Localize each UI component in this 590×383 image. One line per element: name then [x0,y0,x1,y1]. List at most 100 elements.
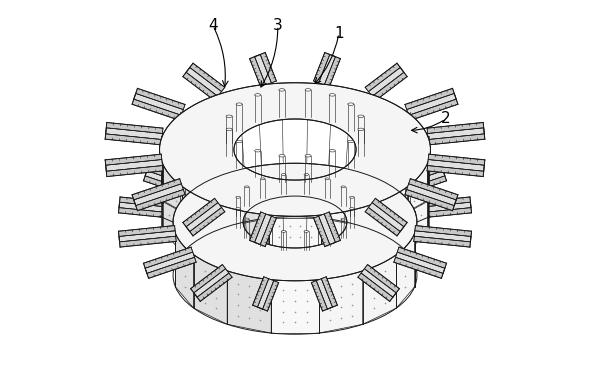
Polygon shape [405,88,454,110]
Polygon shape [363,173,396,243]
Text: 4: 4 [208,18,218,33]
Polygon shape [136,190,185,211]
Polygon shape [145,171,195,192]
Polygon shape [409,99,458,120]
Polygon shape [147,257,196,278]
Ellipse shape [358,115,364,118]
Polygon shape [397,247,447,268]
Polygon shape [368,67,404,97]
Polygon shape [316,135,333,165]
Polygon shape [175,189,194,264]
Polygon shape [268,84,322,151]
Polygon shape [372,198,407,227]
Ellipse shape [255,149,261,152]
Polygon shape [405,190,454,211]
Polygon shape [191,151,225,180]
Polygon shape [414,236,470,247]
Polygon shape [253,137,268,167]
Ellipse shape [226,128,232,131]
Ellipse shape [234,119,356,180]
Polygon shape [271,164,319,218]
Polygon shape [271,280,319,333]
Polygon shape [415,208,471,218]
Ellipse shape [329,94,335,96]
Polygon shape [119,226,175,236]
Polygon shape [395,252,445,273]
Polygon shape [408,113,428,203]
Ellipse shape [279,88,285,91]
Polygon shape [194,173,227,243]
Ellipse shape [281,173,286,175]
Polygon shape [358,273,393,301]
Polygon shape [175,234,194,308]
Polygon shape [324,212,340,242]
Polygon shape [322,277,337,307]
Polygon shape [120,236,176,247]
Polygon shape [319,164,363,227]
Polygon shape [219,84,268,161]
Ellipse shape [244,218,249,220]
Ellipse shape [341,186,346,188]
Polygon shape [106,123,163,133]
Ellipse shape [281,231,286,232]
Polygon shape [415,226,471,236]
Polygon shape [182,187,219,272]
Polygon shape [312,133,327,164]
Polygon shape [106,165,163,177]
Polygon shape [106,128,162,139]
Polygon shape [414,197,470,208]
Polygon shape [132,179,181,200]
Polygon shape [120,197,176,208]
Ellipse shape [325,226,330,228]
Polygon shape [268,215,322,282]
Polygon shape [314,52,330,83]
Ellipse shape [236,103,242,105]
Ellipse shape [329,149,335,152]
PathPatch shape [159,83,431,216]
Polygon shape [143,247,193,268]
Ellipse shape [358,128,364,131]
Text: 1: 1 [334,26,344,41]
Polygon shape [428,159,484,171]
Polygon shape [162,162,182,254]
Polygon shape [254,214,271,245]
Polygon shape [119,202,176,213]
Polygon shape [365,151,399,180]
Polygon shape [119,231,176,242]
Ellipse shape [260,226,265,228]
Ellipse shape [348,103,354,105]
Polygon shape [395,171,445,192]
Polygon shape [365,265,399,293]
Polygon shape [143,176,193,197]
Polygon shape [257,135,274,165]
Polygon shape [428,154,485,165]
Polygon shape [186,203,222,232]
Polygon shape [428,134,485,145]
Polygon shape [394,166,443,187]
Ellipse shape [236,140,242,143]
Polygon shape [182,94,219,179]
Ellipse shape [236,208,240,210]
Text: 3: 3 [273,18,283,33]
Polygon shape [312,281,327,311]
Polygon shape [105,154,162,165]
Polygon shape [227,271,271,333]
Ellipse shape [350,196,354,198]
Polygon shape [191,265,225,293]
Text: 2: 2 [441,111,451,126]
Ellipse shape [348,140,354,143]
Polygon shape [324,57,340,87]
Polygon shape [190,63,225,92]
Polygon shape [162,113,182,203]
Ellipse shape [279,154,285,157]
Polygon shape [371,187,408,272]
Polygon shape [219,205,268,282]
PathPatch shape [173,163,417,281]
Polygon shape [361,147,396,175]
Polygon shape [227,164,271,227]
Polygon shape [358,143,393,171]
Polygon shape [408,162,428,254]
Polygon shape [119,208,175,218]
Polygon shape [394,257,443,278]
Polygon shape [183,198,218,227]
